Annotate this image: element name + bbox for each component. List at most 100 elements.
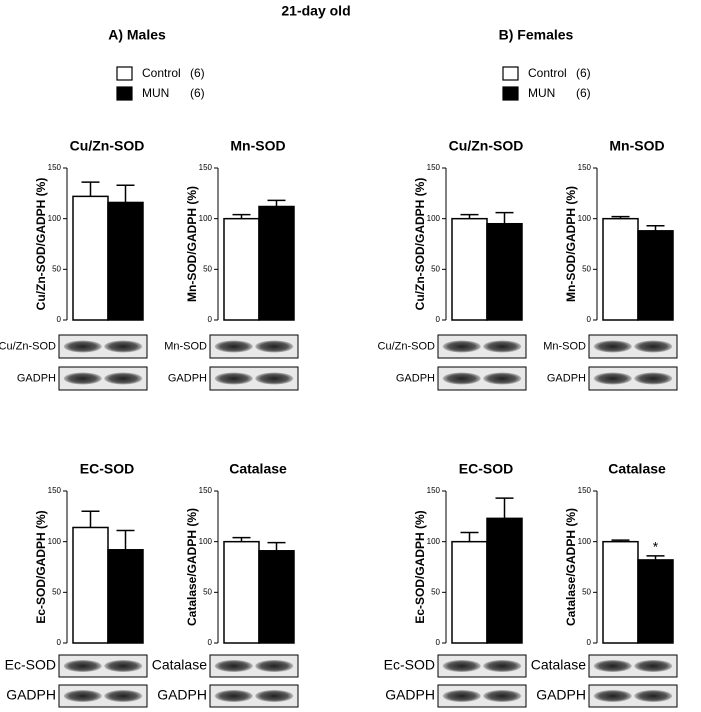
blot-band: [634, 690, 673, 702]
chart-title: Mn-SOD: [230, 138, 285, 154]
blot-band: [63, 372, 102, 385]
legend-n: (6): [576, 66, 591, 80]
blot-band: [483, 372, 522, 385]
y-axis-label: Mn-SOD/GADPH (%): [564, 186, 578, 302]
legend-label: Control: [528, 66, 567, 80]
legend-swatch: [502, 66, 519, 81]
bar: [637, 230, 674, 321]
chart-title: Cu/Zn-SOD: [70, 138, 145, 154]
blot-label: GADPH: [17, 372, 56, 384]
y-tick-label: 150: [578, 486, 592, 495]
blot-band: [255, 660, 294, 672]
blot-band: [483, 690, 522, 702]
y-tick-label: 0: [436, 638, 441, 647]
blot-band: [442, 372, 481, 385]
y-tick-label: 0: [208, 638, 213, 647]
y-axis-label: Cu/Zn-SOD/GADPH (%): [34, 178, 48, 311]
y-tick-label: 100: [427, 537, 441, 546]
y-tick-label: 50: [203, 587, 212, 596]
blot-band: [634, 372, 673, 385]
y-tick-label: 0: [57, 638, 62, 647]
bar: [486, 222, 523, 321]
y-tick-label: 100: [199, 537, 213, 546]
y-tick-label: 100: [48, 537, 62, 546]
y-tick-label: 100: [199, 214, 213, 223]
chart-title: Mn-SOD: [609, 138, 664, 154]
legend-n: (6): [190, 86, 205, 100]
chart-title: Catalase: [229, 461, 287, 477]
blot-label: GADPH: [168, 372, 207, 384]
panel-label: B) Females: [499, 27, 574, 43]
blot-label: GADPH: [157, 687, 207, 703]
y-tick-label: 150: [199, 486, 213, 495]
blot-label: Ec-SOD: [5, 657, 56, 673]
blot-band: [442, 340, 481, 353]
legend-swatch: [116, 66, 133, 81]
bar: [258, 550, 295, 644]
y-tick-label: 50: [582, 264, 591, 273]
blot-label: Mn-SOD: [543, 340, 586, 352]
y-axis-label: Ec-SOD/GADPH (%): [34, 510, 48, 623]
blot-band: [214, 690, 253, 702]
bar: [107, 201, 144, 321]
blot-band: [63, 660, 102, 672]
y-tick-label: 50: [52, 587, 61, 596]
blot-band: [442, 660, 481, 672]
blot-band: [104, 372, 143, 385]
blot-band: [63, 340, 102, 353]
y-tick-label: 150: [427, 486, 441, 495]
bar: [637, 559, 674, 644]
bar: [223, 217, 260, 321]
blot-band: [593, 340, 632, 353]
blot-label: Catalase: [531, 657, 586, 673]
blot-band: [483, 660, 522, 672]
blot-label: GADPH: [536, 687, 586, 703]
figure-title: 21-day old: [281, 3, 350, 19]
bar: [223, 540, 260, 644]
legend-swatch: [116, 86, 133, 101]
bar: [451, 540, 488, 644]
blot-band: [483, 340, 522, 353]
legend-label: MUN: [142, 86, 169, 100]
blot-band: [634, 340, 673, 353]
y-axis-label: Catalase/GADPH (%): [185, 508, 199, 626]
chart-title: EC-SOD: [80, 461, 134, 477]
blot-band: [214, 372, 253, 385]
bar: [602, 217, 639, 321]
y-tick-label: 100: [427, 214, 441, 223]
y-tick-label: 100: [578, 537, 592, 546]
y-axis-label: Ec-SOD/GADPH (%): [413, 510, 427, 623]
bar: [602, 540, 639, 644]
y-tick-label: 100: [48, 214, 62, 223]
blot-band: [634, 660, 673, 672]
blot-band: [104, 660, 143, 672]
blot-band: [593, 372, 632, 385]
blot-label: GADPH: [396, 372, 435, 384]
chart-title: Cu/Zn-SOD: [449, 138, 524, 154]
blot-band: [255, 372, 294, 385]
y-tick-label: 150: [48, 163, 62, 172]
blot-label: GADPH: [547, 372, 586, 384]
blot-label: Cu/Zn-SOD: [0, 340, 56, 352]
y-axis-label: Cu/Zn-SOD/GADPH (%): [413, 178, 427, 311]
blot-label: GADPH: [385, 687, 435, 703]
y-tick-label: 150: [199, 163, 213, 172]
y-tick-label: 50: [431, 264, 440, 273]
blot-band: [104, 690, 143, 702]
y-tick-label: 50: [582, 587, 591, 596]
bar: [107, 549, 144, 644]
legend-swatch: [502, 86, 519, 101]
blot-label: Ec-SOD: [384, 657, 435, 673]
blot-label: Cu/Zn-SOD: [378, 340, 436, 352]
legend-label: MUN: [528, 86, 555, 100]
legend-n: (6): [576, 86, 591, 100]
bar: [72, 195, 109, 321]
y-tick-label: 150: [48, 486, 62, 495]
chart-title: EC-SOD: [459, 461, 513, 477]
bar: [486, 517, 523, 644]
y-tick-label: 0: [208, 315, 213, 324]
blot-label: Catalase: [152, 657, 207, 673]
blot-band: [593, 690, 632, 702]
y-axis-label: Catalase/GADPH (%): [564, 508, 578, 626]
y-axis-label: Mn-SOD/GADPH (%): [185, 186, 199, 302]
